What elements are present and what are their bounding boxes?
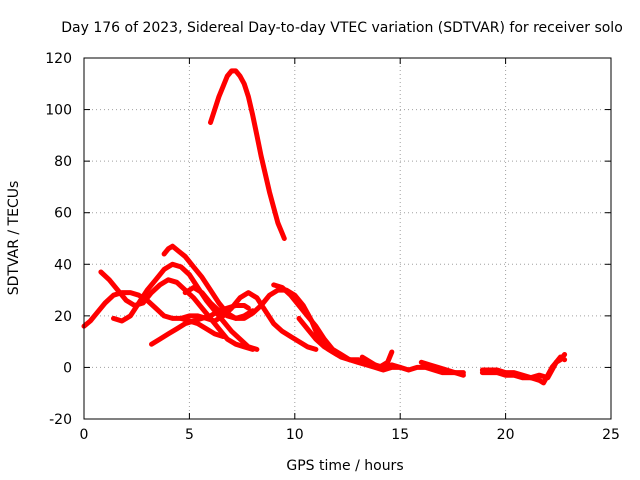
x-tick-label: 15 <box>391 427 409 443</box>
series-line-sat-h <box>182 285 256 321</box>
chart-title: Day 176 of 2023, Sidereal Day-to-day VTE… <box>61 20 623 36</box>
y-tick-label: 60 <box>54 206 72 222</box>
y-tick-label: 80 <box>54 154 72 170</box>
y-tick-label: 100 <box>45 103 72 119</box>
y-tick-label: 40 <box>54 257 72 273</box>
y-tick-label: 0 <box>63 360 72 376</box>
series-layer <box>81 68 568 386</box>
y-axis-label: SDTVAR / TECUs <box>6 181 22 296</box>
series-line-sat-e <box>161 243 340 357</box>
series-line-sat-l <box>418 359 466 378</box>
y-tick-label: -20 <box>49 412 72 428</box>
y-tick-label: 20 <box>54 309 72 325</box>
plot-frame <box>83 57 612 420</box>
x-tick-label: 25 <box>602 427 620 443</box>
tick-layer: 0 5 10 15 20 25 -20 0 20 40 60 80 100 120 <box>45 51 620 443</box>
series-line-sat-c <box>98 269 256 352</box>
series-line-sat-k <box>359 349 395 370</box>
series-line-sat-g <box>178 290 319 352</box>
series-line-sat-a <box>208 68 287 241</box>
x-tick-label: 0 <box>80 427 89 443</box>
series-line-sat-b <box>81 290 226 339</box>
x-tick-label: 20 <box>497 427 515 443</box>
y-tick-label: 120 <box>45 51 72 67</box>
grid-layer <box>84 58 611 419</box>
x-axis-label: GPS time / hours <box>286 458 403 474</box>
x-tick-label: 10 <box>286 427 304 443</box>
series-line-sat-d <box>111 261 260 352</box>
series-line-sat-n <box>479 352 568 386</box>
x-tick-label: 5 <box>185 427 194 443</box>
